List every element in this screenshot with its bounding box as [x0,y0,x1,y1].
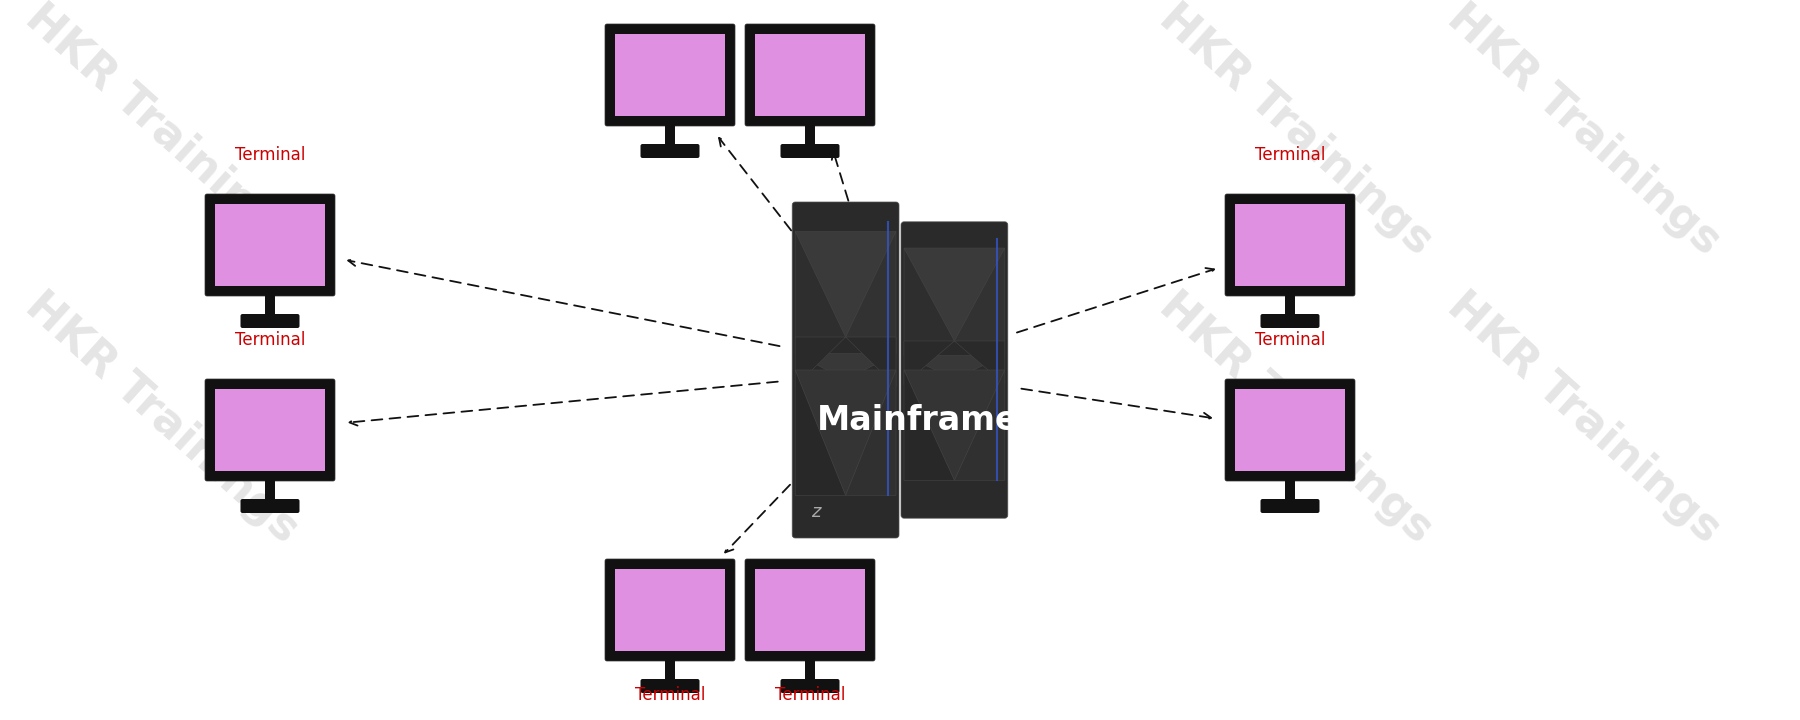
Bar [616,569,725,651]
Polygon shape [904,248,1004,341]
Bar [805,659,815,681]
Text: HKR Trainings: HKR Trainings [1438,0,1730,264]
Bar [265,479,275,501]
Text: Terminal: Terminal [1255,146,1325,164]
Text: Mainframe: Mainframe [817,403,1019,436]
Polygon shape [954,370,1004,480]
FancyBboxPatch shape [205,194,335,296]
Text: HKR Trainings: HKR Trainings [16,284,308,552]
Text: Terminal: Terminal [774,686,846,704]
Polygon shape [796,354,896,380]
FancyBboxPatch shape [792,202,898,538]
Polygon shape [796,370,846,495]
FancyBboxPatch shape [1260,499,1319,513]
Polygon shape [904,248,954,356]
Polygon shape [954,248,1004,356]
FancyBboxPatch shape [641,679,700,693]
Text: z: z [810,503,821,521]
Bar [214,389,326,471]
Text: Terminal: Terminal [635,686,706,704]
Bar [214,204,326,286]
Polygon shape [904,370,1004,480]
Polygon shape [846,231,896,354]
Bar [1285,479,1294,501]
Polygon shape [904,356,1004,379]
Text: HKR Trainings: HKR Trainings [1150,0,1442,264]
Polygon shape [954,341,1004,384]
Text: HKR Trainings: HKR Trainings [1438,284,1730,552]
Text: HKR Trainings: HKR Trainings [1150,284,1442,552]
Polygon shape [796,370,896,495]
Bar [1235,204,1345,286]
Bar [754,34,866,116]
Polygon shape [846,337,896,387]
FancyBboxPatch shape [902,222,1008,518]
FancyBboxPatch shape [745,559,875,661]
Polygon shape [796,337,846,387]
FancyBboxPatch shape [605,559,734,661]
FancyBboxPatch shape [241,499,299,513]
FancyBboxPatch shape [1226,194,1355,296]
Bar [1235,389,1345,471]
FancyBboxPatch shape [1260,314,1319,328]
Polygon shape [904,341,954,384]
Text: Terminal: Terminal [234,331,306,349]
FancyBboxPatch shape [241,314,299,328]
FancyBboxPatch shape [605,24,734,126]
Text: Terminal: Terminal [234,146,306,164]
Bar [664,659,675,681]
FancyBboxPatch shape [205,379,335,481]
Text: HKR Trainings: HKR Trainings [16,0,308,264]
FancyBboxPatch shape [781,679,839,693]
Polygon shape [846,370,896,495]
Polygon shape [796,231,896,337]
FancyBboxPatch shape [745,24,875,126]
Bar [754,569,866,651]
Bar [664,124,675,146]
Polygon shape [796,231,846,354]
FancyBboxPatch shape [781,144,839,158]
FancyBboxPatch shape [1226,379,1355,481]
Polygon shape [904,370,954,480]
Bar [1285,294,1294,316]
Bar [805,124,815,146]
FancyBboxPatch shape [641,144,700,158]
Bar [616,34,725,116]
Text: Terminal: Terminal [1255,331,1325,349]
Bar [265,294,275,316]
